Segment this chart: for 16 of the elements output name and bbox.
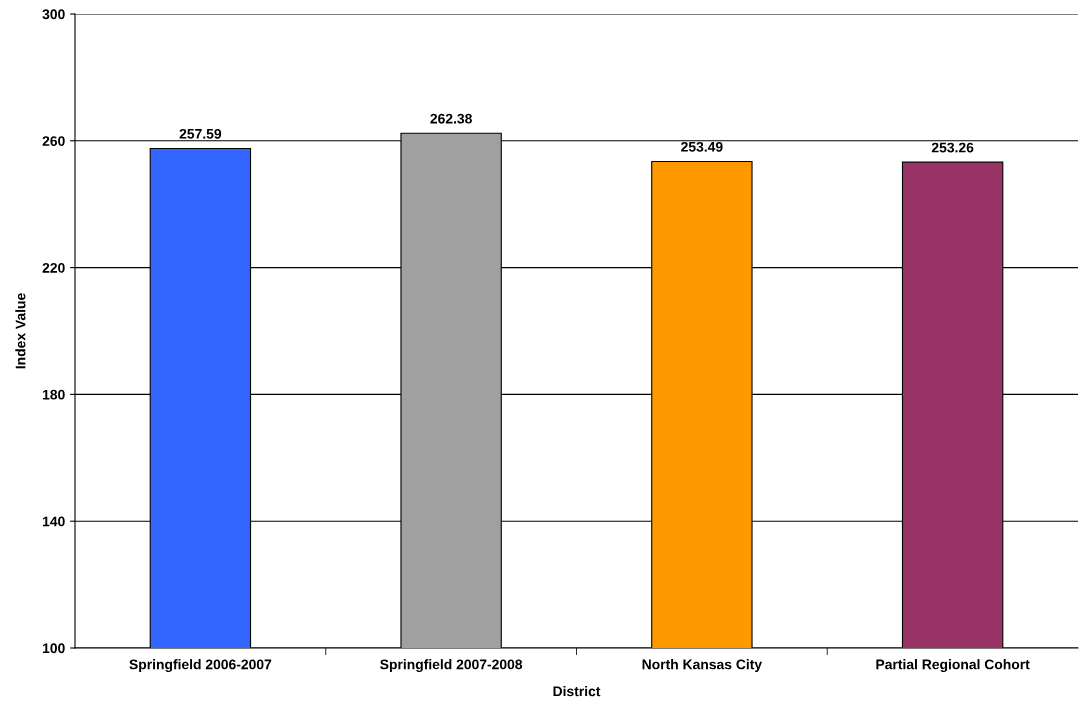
data-label: 257.59	[179, 128, 222, 139]
y-tick-label: 100	[42, 643, 65, 654]
x-tick-label: North Kansas City	[642, 659, 762, 673]
data-label: 253.26	[931, 142, 974, 153]
x-tick-label: Partial Regional Cohort	[876, 659, 1030, 673]
y-axis-title: Index Value	[15, 293, 26, 369]
y-tick-label: 220	[42, 262, 65, 273]
y-tick-label: 180	[42, 389, 65, 400]
x-axis-title: District	[553, 686, 601, 697]
y-tick-label: 300	[42, 9, 65, 20]
y-tick-label: 260	[42, 136, 65, 146]
x-tick-label: Springfield 2006-2007	[129, 659, 272, 673]
data-label: 253.49	[681, 141, 723, 152]
data-label: 262.38	[430, 113, 472, 124]
y-tick-label: 140	[42, 516, 65, 527]
x-tick-label: Springfield 2007-2008	[380, 659, 523, 673]
